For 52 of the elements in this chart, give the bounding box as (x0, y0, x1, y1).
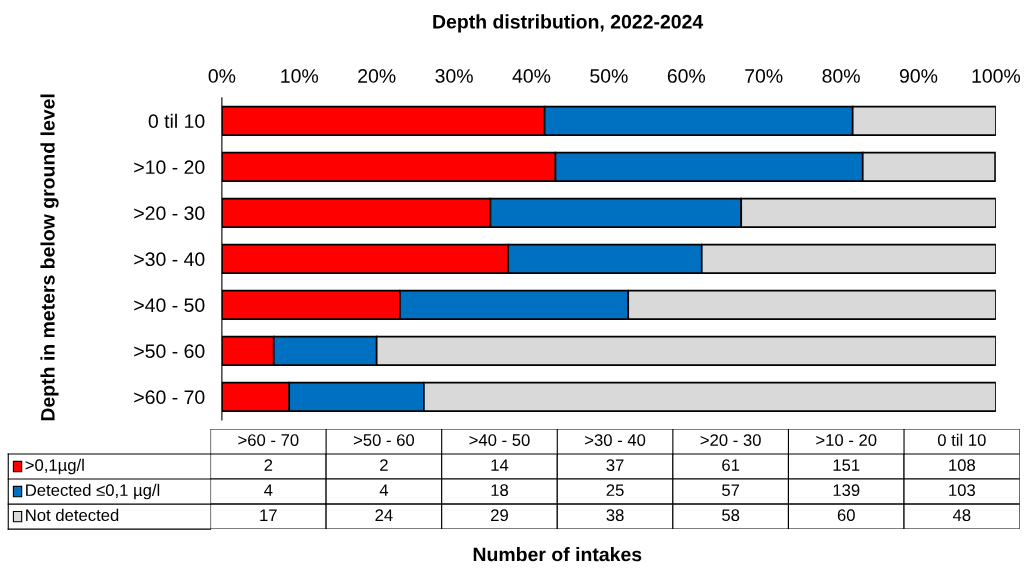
x-tick-label: 80% (822, 69, 860, 83)
x-tick-label: 30% (435, 69, 473, 83)
x-tick-label: >40 - 50 (469, 434, 530, 446)
y-tick-label: Not detected (26, 508, 119, 522)
x-axis-title: Number of intakes (473, 547, 642, 562)
x-tick-label: 0 til 10 (937, 433, 986, 446)
data-label: 4 (264, 484, 273, 496)
data-label: 2 (264, 459, 273, 471)
y-tick-label: >50 - 60 (134, 344, 205, 359)
data-label: 61 (722, 459, 740, 472)
data-label: 38 (606, 509, 624, 522)
data-label: 29 (491, 509, 508, 522)
data-label: 2 (380, 459, 388, 471)
x-tick-label: 10% (281, 69, 319, 83)
x-tick-label: 90% (899, 69, 938, 83)
x-tick-label: 40% (512, 69, 551, 83)
data-label: 37 (606, 459, 624, 472)
data-label: 48 (952, 509, 971, 522)
x-tick-label: 60% (667, 69, 706, 83)
data-label: 4 (379, 484, 389, 496)
y-tick-label: 0 til 10 (148, 113, 205, 129)
data-label: 103 (949, 484, 975, 497)
data-label: 14 (491, 459, 509, 471)
x-tick-label: >20 - 30 (700, 434, 761, 446)
y-tick-label: >10 - 20 (134, 160, 205, 175)
x-tick-label: >30 - 40 (585, 434, 646, 446)
data-label: 108 (949, 459, 975, 472)
data-label: 18 (491, 484, 509, 497)
data-label: 57 (722, 484, 740, 497)
x-tick-label: 50% (590, 69, 628, 83)
data-label: 17 (260, 509, 277, 521)
y-tick-label: >0,1µg/l (25, 458, 84, 475)
x-tick-label: 70% (745, 69, 783, 83)
y-tick-label: >20 - 30 (134, 206, 205, 221)
y-tick-label: >30 - 40 (134, 252, 205, 267)
x-tick-label: >10 - 20 (816, 434, 877, 446)
x-tick-label: >50 - 60 (353, 434, 415, 446)
y-tick-label: >60 - 70 (134, 390, 205, 405)
data-label: 58 (722, 509, 740, 522)
y-tick-label: >40 - 50 (134, 298, 205, 313)
data-label: 24 (375, 509, 393, 521)
chart-title: Depth distribution, 2022-2024 (433, 14, 704, 33)
data-label: 25 (606, 484, 624, 497)
x-tick-label: 100% (972, 69, 1021, 83)
data-label: 151 (833, 459, 860, 472)
data-label: 139 (833, 484, 860, 497)
x-tick-label: 0% (208, 69, 236, 83)
y-axis-title: Depth in meters below ground level (40, 94, 59, 421)
y-tick-label: Detected ≤0,1 µg/l (26, 483, 160, 500)
x-tick-label: 20% (358, 69, 396, 83)
data-label: 60 (837, 509, 855, 522)
x-tick-label: >60 - 70 (238, 434, 299, 446)
